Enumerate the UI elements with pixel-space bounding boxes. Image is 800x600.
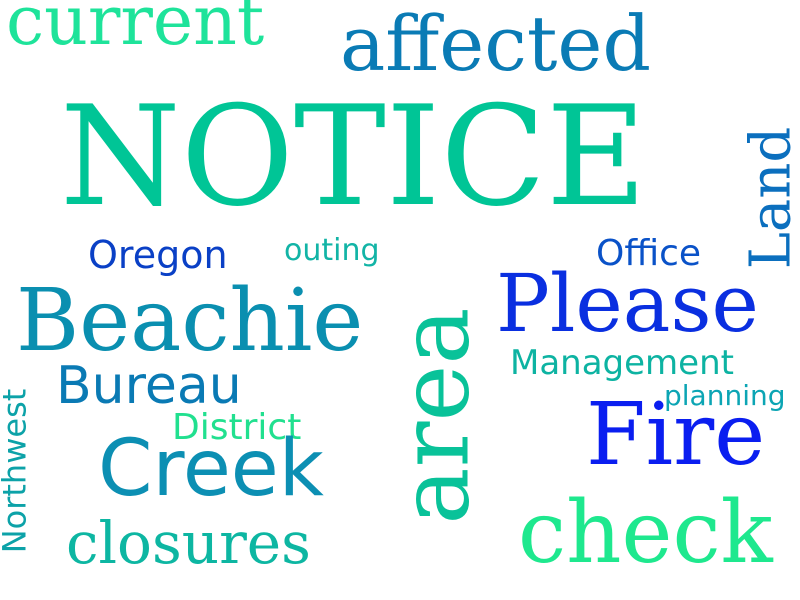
word-closures: closures [66,509,311,577]
word-fire: Fire [586,385,766,485]
word-oregon: Oregon [88,233,228,277]
word-outing: outing [284,233,380,268]
word-current: current [6,0,265,61]
word-office: Office [596,233,702,274]
word-land: Land [738,126,800,270]
word-northwest: Northwest [0,388,34,554]
word-district: District [172,407,302,448]
word-bureau: Bureau [56,356,242,416]
word-beachie: Beachie [16,271,364,371]
word-creek: Creek [98,424,324,514]
word-check: check [518,483,773,583]
word-area: area [378,307,491,525]
word-please: Please [496,257,759,350]
word-planning: planning [664,379,786,412]
word-affected: affected [340,0,652,88]
word-notice: NOTICE [60,76,647,237]
word-management: Management [510,343,734,383]
